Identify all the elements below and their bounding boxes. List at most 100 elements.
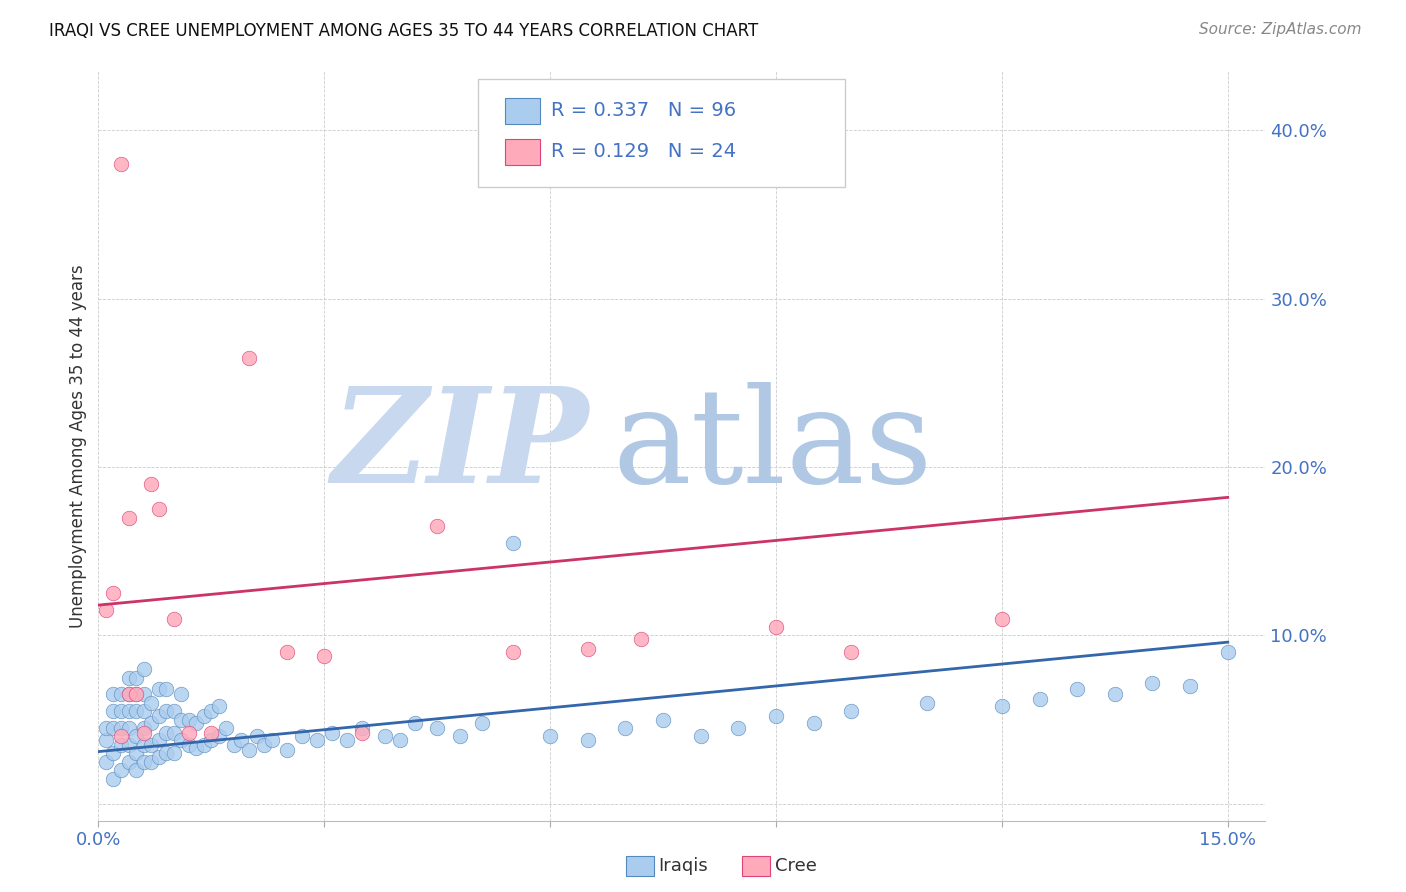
Point [125, 704, 148, 718]
Point [388, 732, 411, 747]
Point [222, 738, 245, 752]
Point [276, 743, 298, 757]
Point [125, 687, 148, 701]
Point [148, 502, 170, 516]
Point [94, 732, 117, 747]
Point [1104, 687, 1126, 701]
Point [449, 730, 471, 744]
Point [502, 645, 524, 659]
Point [426, 721, 449, 735]
Point [404, 716, 426, 731]
Point [163, 726, 186, 740]
FancyBboxPatch shape [505, 139, 540, 165]
Point [117, 510, 139, 524]
Point [1142, 675, 1164, 690]
Point [117, 687, 139, 701]
Point [803, 716, 825, 731]
Point [110, 721, 132, 735]
Point [350, 721, 373, 735]
Point [336, 732, 359, 747]
Point [193, 709, 215, 723]
Point [125, 746, 148, 760]
Text: atlas: atlas [612, 382, 932, 510]
Text: R = 0.337   N = 96: R = 0.337 N = 96 [551, 101, 737, 120]
Point [350, 726, 373, 740]
Point [291, 730, 314, 744]
Point [110, 687, 132, 701]
Point [94, 721, 117, 735]
Point [110, 738, 132, 752]
Point [652, 713, 675, 727]
Point [110, 157, 132, 171]
Point [177, 726, 200, 740]
Point [200, 732, 222, 747]
Point [148, 709, 170, 723]
Point [238, 351, 260, 365]
Point [103, 586, 125, 600]
Point [839, 645, 862, 659]
Point [117, 721, 139, 735]
Point [132, 755, 155, 769]
Point [765, 620, 787, 634]
Point [148, 732, 170, 747]
Point [208, 730, 231, 744]
Point [238, 743, 260, 757]
Point [163, 611, 186, 625]
Point [163, 704, 186, 718]
Point [502, 536, 524, 550]
Point [471, 716, 494, 731]
Point [245, 730, 267, 744]
Point [1028, 692, 1050, 706]
Point [253, 738, 276, 752]
Point [132, 726, 155, 740]
Point [321, 726, 343, 740]
Point [125, 687, 148, 701]
Point [915, 696, 938, 710]
Point [117, 687, 139, 701]
Point [200, 704, 222, 718]
FancyBboxPatch shape [478, 78, 845, 187]
Point [103, 721, 125, 735]
Point [614, 721, 637, 735]
Point [765, 709, 787, 723]
Point [170, 732, 193, 747]
Text: Iraqis: Iraqis [658, 857, 707, 875]
Point [139, 755, 162, 769]
Point [991, 699, 1014, 714]
Point [314, 648, 336, 663]
Point [132, 721, 155, 735]
Point [132, 704, 155, 718]
Point [125, 671, 148, 685]
Point [260, 732, 283, 747]
Point [110, 730, 132, 744]
Point [125, 730, 148, 744]
Point [1216, 645, 1239, 659]
Point [148, 682, 170, 697]
Point [689, 730, 711, 744]
Point [177, 738, 200, 752]
Point [125, 763, 148, 777]
Point [305, 732, 328, 747]
Point [117, 755, 139, 769]
Point [538, 730, 561, 744]
Point [426, 519, 449, 533]
Point [1066, 682, 1088, 697]
Point [155, 704, 177, 718]
Point [139, 738, 162, 752]
Point [215, 721, 238, 735]
Point [103, 772, 125, 786]
Point [132, 687, 155, 701]
Point [139, 476, 162, 491]
Point [727, 721, 749, 735]
Point [117, 671, 139, 685]
Text: R = 0.129   N = 24: R = 0.129 N = 24 [551, 142, 737, 161]
Point [94, 755, 117, 769]
Text: ZIP: ZIP [332, 382, 589, 510]
Y-axis label: Unemployment Among Ages 35 to 44 years: Unemployment Among Ages 35 to 44 years [69, 264, 87, 628]
Point [576, 641, 599, 656]
Point [117, 738, 139, 752]
Point [276, 645, 298, 659]
Point [110, 704, 132, 718]
Point [373, 730, 395, 744]
Point [155, 746, 177, 760]
